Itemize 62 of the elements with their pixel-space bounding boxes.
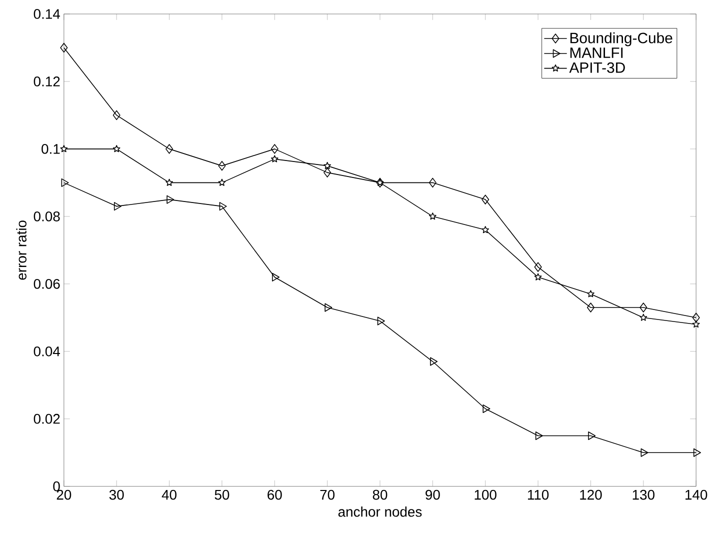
point	[428, 178, 436, 188]
point	[640, 448, 648, 457]
legend-label: APIT-3D	[569, 62, 625, 73]
point	[218, 178, 226, 186]
y-tick-label: 0.08	[34, 211, 60, 222]
y-tick-label: 0.04	[34, 346, 60, 356]
y-tick-label: 0.12	[34, 76, 60, 86]
point	[692, 312, 700, 322]
x-tick-label: 50	[214, 490, 230, 500]
point	[219, 202, 227, 210]
point	[640, 314, 648, 321]
x-tick-label: 110	[528, 490, 549, 500]
point	[114, 202, 122, 210]
x-tick-label: 20	[56, 490, 72, 500]
y-tick-label: 0.06	[34, 278, 60, 289]
point	[166, 195, 174, 204]
y-axis-title: error ratio	[16, 220, 26, 280]
point	[693, 448, 701, 457]
point	[112, 110, 120, 120]
point	[270, 144, 278, 154]
x-axis-title: anchor nodes	[338, 506, 422, 517]
point	[270, 155, 278, 162]
y-tick-label: 0.1	[42, 144, 60, 154]
x-tick-label: 130	[632, 490, 654, 500]
point	[534, 262, 542, 272]
x-tick-label: 30	[109, 490, 124, 500]
point	[428, 212, 436, 220]
point	[535, 431, 543, 440]
x-tick-label: 120	[580, 490, 602, 500]
y-tick-label: 0.02	[34, 414, 60, 424]
point	[482, 226, 490, 233]
point	[324, 168, 332, 178]
point	[112, 144, 120, 152]
point	[482, 194, 490, 204]
point	[430, 357, 438, 366]
x-tick-label: 140	[686, 490, 708, 500]
point	[218, 160, 226, 171]
x-tick-label: 40	[162, 490, 176, 500]
x-tick-label: 100	[474, 490, 496, 500]
legend-label: MANLFI	[570, 47, 623, 58]
x-tick-label: 60	[268, 490, 282, 500]
x-tick-label: 70	[320, 490, 335, 500]
point	[324, 303, 332, 312]
x-tick-label: 80	[372, 490, 388, 500]
point	[586, 302, 594, 312]
point	[324, 162, 332, 169]
point	[166, 178, 173, 186]
point	[692, 320, 700, 328]
point	[588, 431, 596, 440]
x-tick-label: 90	[426, 490, 440, 500]
y-tick-label: 0.14	[34, 8, 60, 19]
y-tick-label: 0	[53, 481, 60, 492]
point	[60, 42, 68, 52]
point	[482, 404, 490, 413]
point	[640, 302, 648, 312]
point	[166, 144, 174, 154]
point	[587, 290, 594, 298]
point	[61, 178, 69, 187]
point	[272, 272, 280, 282]
legend-label: Bounding-Cube	[570, 32, 672, 46]
point	[377, 316, 385, 326]
point	[534, 273, 542, 280]
